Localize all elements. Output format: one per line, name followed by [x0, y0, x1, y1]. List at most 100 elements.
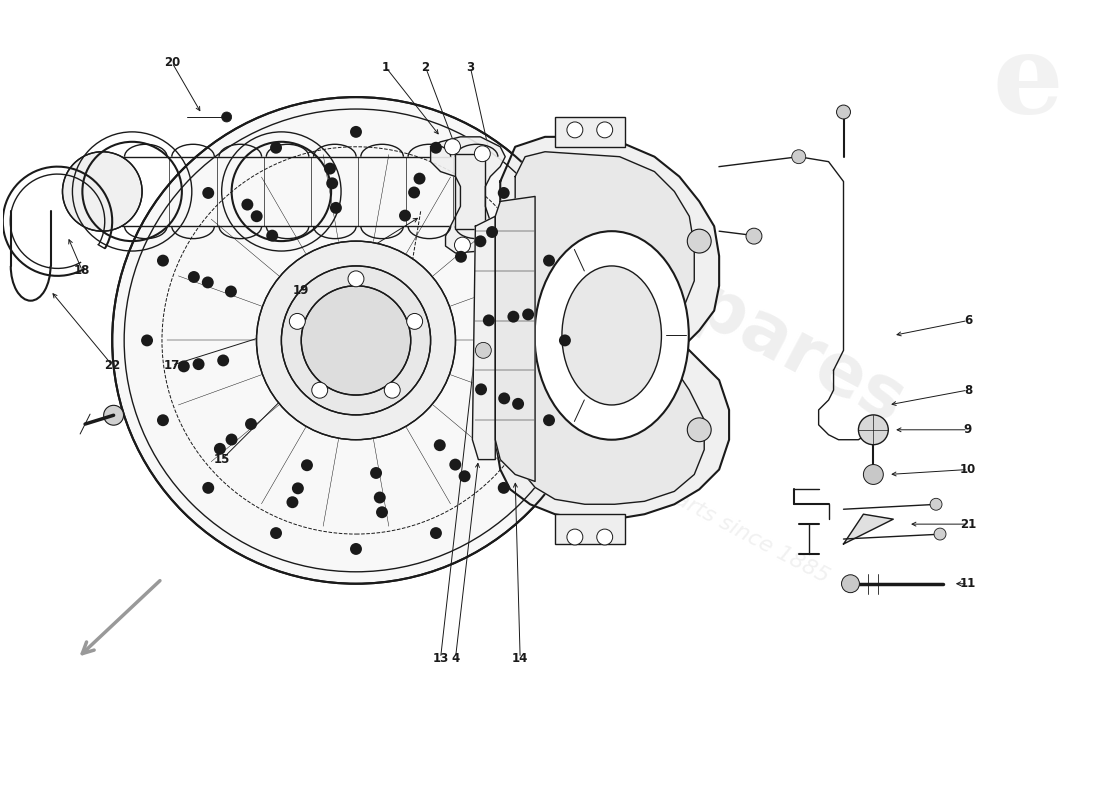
Circle shape — [597, 122, 613, 138]
Circle shape — [374, 491, 386, 503]
Circle shape — [103, 406, 123, 425]
Circle shape — [688, 418, 712, 442]
Circle shape — [311, 382, 328, 398]
Circle shape — [475, 342, 492, 358]
Circle shape — [454, 237, 471, 253]
Circle shape — [226, 434, 238, 446]
Circle shape — [213, 443, 226, 454]
Polygon shape — [495, 197, 535, 482]
Circle shape — [192, 358, 205, 370]
Circle shape — [449, 458, 461, 470]
Circle shape — [486, 226, 498, 238]
Circle shape — [112, 97, 600, 584]
Circle shape — [934, 528, 946, 540]
Circle shape — [474, 146, 491, 162]
Circle shape — [414, 173, 426, 185]
Text: 18: 18 — [74, 265, 90, 278]
Circle shape — [245, 418, 257, 430]
Circle shape — [376, 506, 388, 518]
Text: eurospares: eurospares — [482, 163, 917, 438]
Circle shape — [289, 314, 306, 330]
Circle shape — [348, 271, 364, 286]
Circle shape — [222, 112, 232, 122]
Text: 11: 11 — [960, 578, 976, 590]
Polygon shape — [844, 514, 893, 544]
Bar — [556, 514, 625, 544]
Circle shape — [241, 198, 253, 210]
Bar — [556, 117, 625, 146]
Circle shape — [498, 482, 509, 494]
Text: 19: 19 — [293, 284, 309, 298]
Text: 20: 20 — [164, 56, 180, 69]
Circle shape — [157, 414, 169, 426]
Circle shape — [931, 498, 942, 510]
Circle shape — [201, 277, 213, 288]
Circle shape — [202, 187, 215, 199]
Text: a passion for parts since 1885: a passion for parts since 1885 — [526, 411, 833, 587]
Circle shape — [217, 354, 229, 366]
Circle shape — [864, 465, 883, 485]
Text: 17: 17 — [164, 358, 180, 372]
Circle shape — [384, 382, 400, 398]
Circle shape — [430, 142, 442, 154]
Circle shape — [498, 187, 509, 199]
Circle shape — [459, 470, 471, 482]
Circle shape — [543, 414, 556, 426]
Circle shape — [188, 271, 200, 283]
Circle shape — [688, 229, 712, 253]
Circle shape — [566, 529, 583, 545]
Circle shape — [202, 482, 215, 494]
Circle shape — [513, 398, 524, 410]
Text: 3: 3 — [466, 61, 474, 74]
Circle shape — [475, 383, 487, 395]
Circle shape — [498, 393, 510, 404]
Circle shape — [282, 266, 430, 415]
Circle shape — [399, 210, 411, 222]
Bar — [455, 154, 485, 229]
Text: 10: 10 — [960, 463, 976, 476]
Circle shape — [455, 251, 466, 262]
Circle shape — [271, 142, 282, 154]
Circle shape — [792, 150, 805, 164]
Circle shape — [858, 415, 889, 445]
Circle shape — [483, 314, 495, 326]
Circle shape — [543, 254, 556, 266]
Circle shape — [842, 574, 859, 593]
Text: 6: 6 — [964, 314, 972, 327]
Text: 21: 21 — [960, 518, 976, 530]
Polygon shape — [472, 216, 495, 459]
Text: e: e — [992, 29, 1063, 136]
Text: 22: 22 — [104, 358, 120, 372]
Circle shape — [503, 428, 527, 452]
Circle shape — [330, 202, 342, 214]
Circle shape — [271, 527, 282, 539]
Circle shape — [301, 459, 312, 471]
Circle shape — [256, 241, 455, 440]
Circle shape — [407, 314, 422, 330]
Circle shape — [226, 286, 236, 298]
Circle shape — [350, 543, 362, 555]
Text: 9: 9 — [964, 423, 972, 436]
Circle shape — [522, 309, 535, 321]
Circle shape — [444, 139, 461, 154]
Circle shape — [63, 152, 142, 231]
Circle shape — [157, 254, 169, 266]
Circle shape — [507, 310, 519, 322]
Circle shape — [370, 467, 382, 479]
Circle shape — [286, 496, 298, 508]
Circle shape — [292, 482, 304, 494]
Circle shape — [474, 235, 486, 247]
Circle shape — [597, 529, 613, 545]
Text: 14: 14 — [512, 652, 528, 665]
Circle shape — [266, 230, 278, 242]
Ellipse shape — [535, 231, 689, 440]
Circle shape — [566, 122, 583, 138]
Polygon shape — [510, 152, 704, 504]
Circle shape — [503, 199, 527, 223]
Circle shape — [251, 210, 263, 222]
Circle shape — [178, 361, 190, 372]
Circle shape — [327, 178, 338, 190]
Text: 8: 8 — [964, 383, 972, 397]
Text: 13: 13 — [432, 652, 449, 665]
Circle shape — [746, 228, 762, 244]
